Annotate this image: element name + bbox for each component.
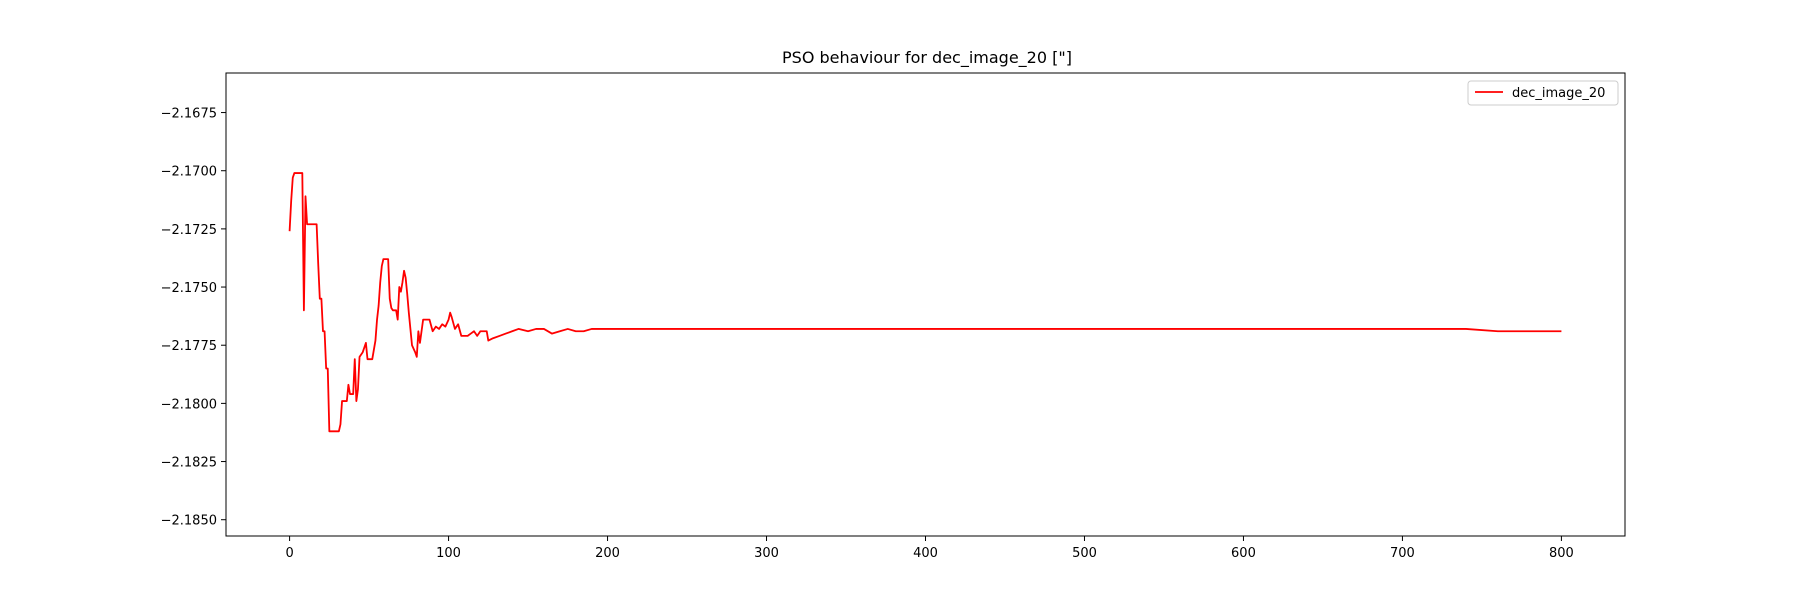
x-tick-label: 500 [1072, 546, 1097, 561]
x-tick-label: 600 [1231, 546, 1256, 561]
y-tick-label: −2.1750 [161, 281, 217, 296]
x-tick-label: 100 [436, 546, 461, 561]
chart-title: PSO behaviour for dec_image_20 ["] [782, 48, 1072, 68]
y-axis: −2.1850 −2.1825 −2.1800 −2.1775 −2.1750 −2.17… [161, 107, 226, 529]
legend-label-dec-image-20: dec_image_20 [1512, 86, 1605, 101]
y-tick-label: −2.1700 [161, 165, 217, 180]
x-tick-label: 300 [754, 546, 779, 561]
x-axis: 0 100 200 300 400 500 600 700 800 [285, 536, 1574, 561]
x-tick-label: 200 [595, 546, 620, 561]
y-tick-label: −2.1775 [161, 339, 217, 354]
x-tick-label: 0 [285, 546, 293, 561]
legend: dec_image_20 [1467, 80, 1619, 106]
y-tick-label: −2.1675 [161, 107, 217, 122]
y-tick-label: −2.1800 [161, 397, 217, 412]
x-tick-label: 800 [1549, 546, 1574, 561]
y-tick-label: −2.1825 [161, 456, 217, 471]
plot-area [288, 172, 1562, 433]
legend-box [1467, 80, 1619, 106]
series-layer [288, 172, 1562, 433]
series-line-dec-image-20 [288, 172, 1562, 433]
y-tick-label: −2.1725 [161, 223, 217, 238]
x-tick-label: 400 [913, 546, 938, 561]
y-tick-label: −2.1850 [161, 514, 217, 529]
x-tick-label: 700 [1390, 546, 1415, 561]
plot-frame [225, 72, 1626, 537]
